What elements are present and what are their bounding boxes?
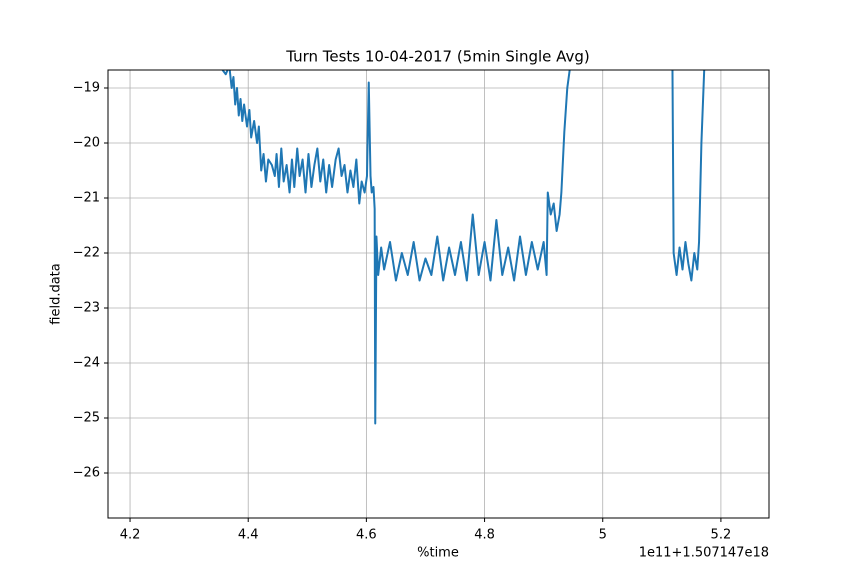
x-offset-label: 1e11+1.507147e18 (639, 546, 769, 561)
chart-title: Turn Tests 10-04-2017 (5min Single Avg) (285, 48, 590, 66)
plot-area (221, 70, 706, 425)
axes-frame (107, 69, 770, 519)
y-tick-label: −26 (73, 466, 100, 481)
x-tick-label: 4.6 (356, 528, 377, 543)
data-line (221, 70, 571, 425)
y-tick-label: −21 (73, 190, 100, 205)
x-axis-label: %time (417, 546, 459, 561)
y-tick-label: −19 (73, 80, 100, 95)
x-tick-label: 5.2 (711, 528, 732, 543)
x-tick-label: 4.8 (474, 528, 495, 543)
x-tick-label: 4.4 (238, 528, 259, 543)
x-tick-label: 4.2 (120, 528, 141, 543)
data-line (671, 70, 706, 282)
y-tick-label: −22 (73, 245, 100, 260)
y-tick-label: −25 (73, 411, 100, 426)
y-tick-label: −24 (73, 356, 100, 371)
y-tick-label: −23 (73, 300, 100, 315)
y-tick-label: −20 (73, 135, 100, 150)
grid (108, 70, 769, 518)
y-axis-label: field.data (49, 263, 64, 324)
x-tick-label: 5 (599, 528, 607, 543)
